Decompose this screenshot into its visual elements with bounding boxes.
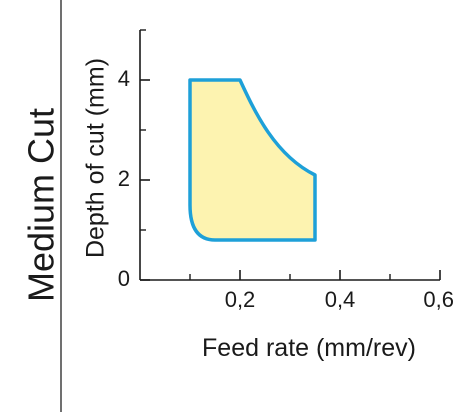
x-tick-label: 0,4 bbox=[325, 287, 356, 312]
side-label: Medium Cut bbox=[21, 108, 62, 302]
x-axis-ticks: 0,2 0,4 0,6 bbox=[189, 270, 454, 312]
x-tick-label: 0,2 bbox=[225, 287, 256, 312]
plot-area: 0 2 4 0,2 0,4 0,6 bbox=[118, 29, 454, 312]
y-tick-label: 0 bbox=[118, 266, 130, 291]
feasible-cutting-region bbox=[188, 78, 317, 242]
x-axis-title: Feed rate (mm/rev) bbox=[202, 334, 416, 362]
y-tick-label: 2 bbox=[118, 166, 130, 191]
y-axis-title: Depth of cut (mm) bbox=[82, 58, 110, 258]
x-tick-label: 0,6 bbox=[423, 287, 454, 312]
y-tick-label: 4 bbox=[118, 66, 130, 91]
y-axis-ticks: 0 2 4 bbox=[118, 29, 150, 291]
